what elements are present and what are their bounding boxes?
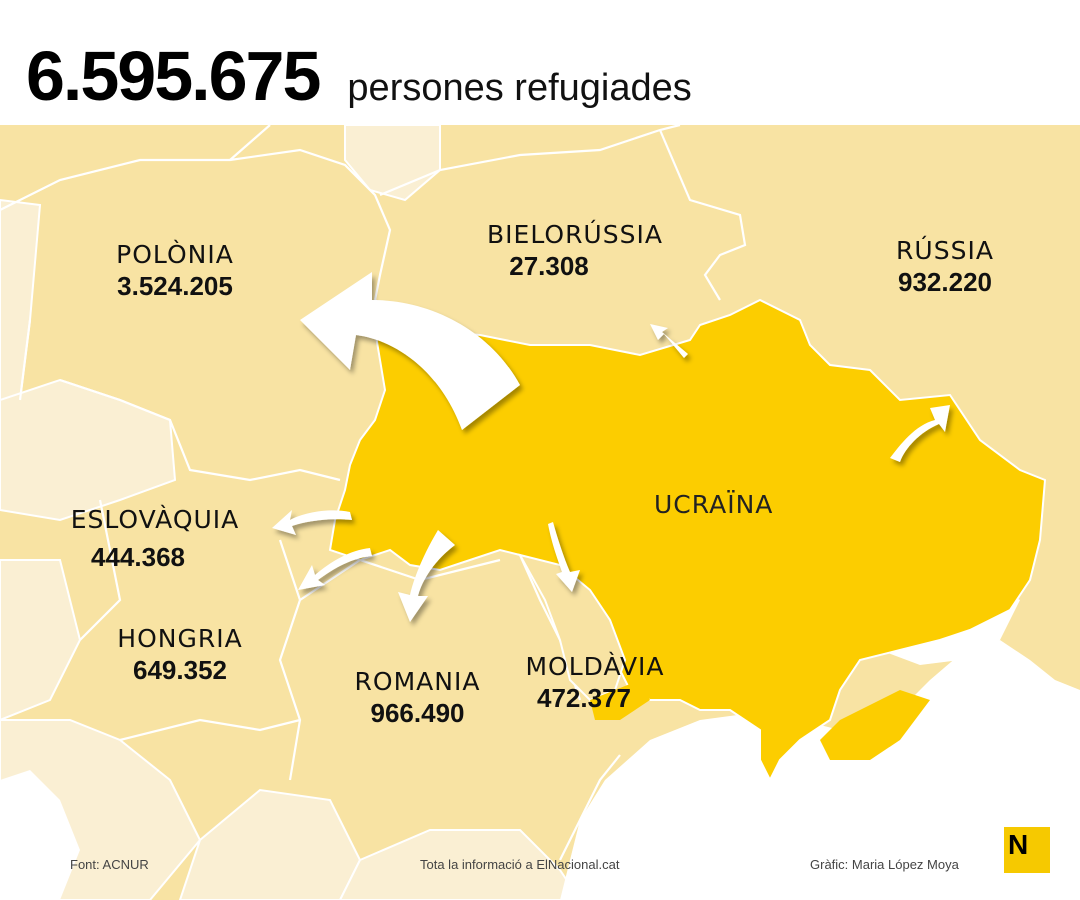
label-poland: POLÒNIA 3.524.205	[100, 240, 250, 302]
headline: 6.595.675 persones refugiades	[26, 36, 692, 116]
country-name: RÚSSIA	[896, 236, 994, 265]
info-note: Tota la informació a ElNacional.cat	[420, 857, 620, 872]
refugee-count: 444.368	[91, 542, 185, 572]
label-slovakia: ESLOVÀQUIA 444.368	[60, 505, 250, 573]
arrow-hungary-icon	[298, 548, 372, 590]
arrow-belarus-icon	[650, 324, 688, 358]
label-ukraine: UCRAÏNA	[654, 490, 774, 519]
arrow-russia-icon	[890, 405, 950, 462]
label-hungary: HONGRIA 649.352	[105, 624, 255, 686]
moldova-coast	[590, 680, 650, 720]
arrow-poland-icon	[300, 272, 520, 430]
label-belarus: BIELORÚSSIA 27.308	[475, 220, 675, 282]
country-name: POLÒNIA	[116, 240, 234, 269]
arrow-romania-icon	[398, 530, 455, 622]
headline-subtitle: persones refugiades	[347, 67, 692, 109]
refugee-count: 966.490	[370, 698, 465, 728]
country-name: BIELORÚSSIA	[487, 220, 663, 249]
refugee-count: 472.377	[537, 683, 631, 713]
country-name: HONGRIA	[117, 624, 243, 653]
total-refugees: 6.595.675	[26, 37, 321, 115]
credit-note: Gràfic: Maria López Moya	[810, 857, 959, 872]
country-name: MOLDÀVIA	[525, 652, 665, 681]
label-russia: RÚSSIA 932.220	[870, 236, 1020, 298]
label-romania: ROMANIA 966.490	[340, 667, 495, 729]
refugee-count: 27.308	[509, 251, 589, 281]
refugee-count: 649.352	[133, 655, 227, 685]
refugee-count: 3.524.205	[117, 271, 233, 301]
country-name: ROMANIA	[354, 667, 481, 696]
sea-shore-left	[0, 770, 80, 900]
black-sea	[560, 640, 1080, 900]
crimea	[820, 690, 930, 760]
arrow-slovakia-icon	[272, 510, 352, 535]
refugee-count: 932.220	[898, 267, 992, 297]
arrow-moldova-icon	[548, 522, 580, 592]
country-name: ESLOVÀQUIA	[70, 505, 240, 534]
refugee-arrows	[272, 272, 950, 622]
logo: N	[1004, 827, 1050, 873]
source-note: Font: ACNUR	[70, 857, 149, 872]
label-moldova: MOLDÀVIA 472.377	[515, 652, 675, 714]
